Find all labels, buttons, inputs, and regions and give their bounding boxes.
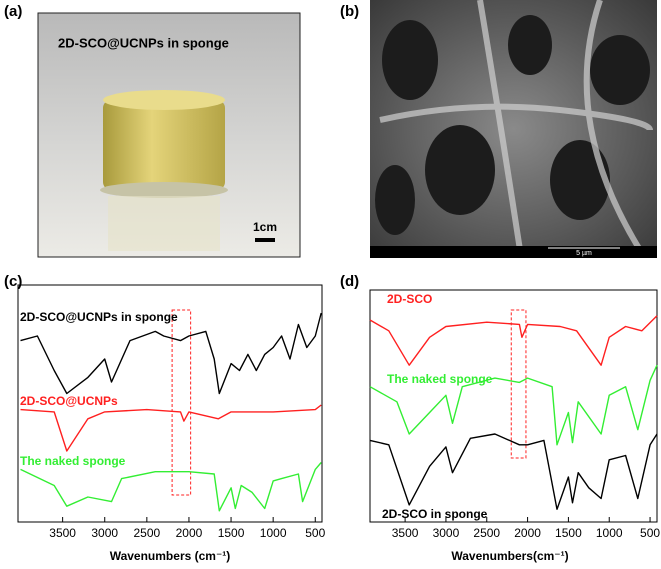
series-label: The naked sponge (20, 454, 126, 468)
series-label: 2D-SCO in sponge (382, 507, 488, 521)
panel-label: (a) (4, 3, 22, 20)
scale-bar-label: 5 µm (576, 250, 592, 257)
x-tick-label: 3000 (91, 526, 118, 540)
highlight-box (510, 309, 527, 459)
x-tick-label: 3500 (49, 526, 76, 540)
panel-label: (c) (4, 273, 22, 290)
x-tick-label: 2000 (514, 526, 541, 540)
series-label: 2D-SCO@UCNPs in sponge (20, 310, 178, 324)
x-tick-label: 2000 (176, 526, 203, 540)
x-tick-label: 500 (640, 526, 660, 540)
sponge (103, 100, 225, 190)
x-tick-label: 1000 (596, 526, 623, 540)
x-tick-label: 2500 (133, 526, 160, 540)
sponge-base (100, 182, 228, 198)
spectrum-line (369, 364, 658, 446)
x-tick-label: 1500 (218, 526, 245, 540)
series-label: The naked sponge (387, 372, 493, 386)
plot-frame (17, 284, 323, 523)
spectrum-line (20, 462, 322, 512)
fibers (379, 0, 653, 252)
x-tick-label: 3000 (433, 526, 460, 540)
plot-frame (369, 289, 658, 523)
pores (375, 15, 650, 235)
spectrum-line (20, 312, 322, 395)
sponge-top (103, 90, 225, 110)
x-axis-label: Wavenumbers (cm⁻¹) (110, 549, 231, 563)
spectrum-line (369, 433, 658, 510)
series-label: 2D-SCO (387, 292, 432, 306)
x-tick-label: 1000 (260, 526, 287, 540)
x-axis-label: Wavenumbers(cm⁻¹) (451, 549, 568, 563)
series-label: 2D-SCO@UCNPs (20, 394, 118, 408)
panel-label: (b) (340, 3, 359, 20)
x-tick-label: 2500 (473, 526, 500, 540)
highlight-box (171, 309, 192, 496)
sem-info-bar (370, 246, 657, 258)
panel-label: (d) (340, 273, 359, 290)
x-tick-label: 1500 (555, 526, 582, 540)
scale-bar-label: 1cm (253, 220, 277, 234)
x-tick-label: 500 (305, 526, 325, 540)
photo-caption: 2D-SCO@UCNPs in sponge (58, 35, 229, 50)
x-tick-label: 3500 (392, 526, 419, 540)
spectrum-line (369, 315, 658, 366)
reflection (108, 196, 220, 251)
spectrum-line (20, 404, 322, 452)
scale-bar (255, 238, 275, 242)
